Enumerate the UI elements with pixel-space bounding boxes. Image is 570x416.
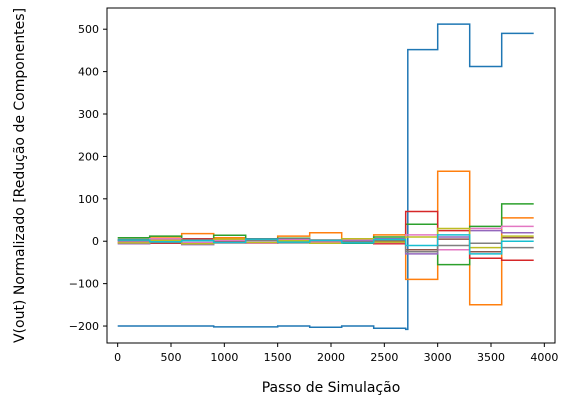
y-tick-label: 100 — [78, 193, 99, 206]
series-layer — [117, 23, 534, 331]
y-tick-label: 400 — [78, 66, 99, 79]
series-line-3 — [117, 203, 534, 266]
plot-frame — [106, 7, 556, 344]
series-line-10 — [117, 234, 534, 255]
x-axis: 0 500 1000 1500 2000 2500 3000 3500 4000 — [114, 343, 558, 364]
series-line-7 — [117, 225, 534, 251]
x-axis-label: Passo de Simulação — [262, 380, 401, 396]
y-tick-label: −100 — [69, 278, 99, 291]
y-tick-label: 300 — [78, 108, 99, 121]
y-axis-label: V(out) Normalizado [Redução de Component… — [12, 8, 28, 343]
series-line-9 — [117, 227, 534, 249]
x-tick-label: 4000 — [530, 351, 558, 364]
x-tick-label: 500 — [161, 351, 182, 364]
y-tick-label: 200 — [78, 150, 99, 163]
x-tick-label: 2000 — [317, 351, 345, 364]
x-tick-label: 3500 — [477, 351, 505, 364]
x-tick-label: 2500 — [370, 351, 398, 364]
x-tick-label: 3000 — [424, 351, 452, 364]
y-tick-label: −200 — [69, 320, 99, 333]
y-axis: −200 −100 0 100 200 300 400 500 — [69, 23, 107, 333]
y-tick-label: 0 — [92, 235, 99, 248]
series-line-1 — [117, 23, 534, 331]
y-tick-label: 500 — [78, 23, 99, 36]
x-tick-label: 1500 — [264, 351, 292, 364]
x-tick-label: 0 — [114, 351, 121, 364]
series-line-2 — [117, 170, 534, 306]
x-tick-label: 1000 — [210, 351, 238, 364]
